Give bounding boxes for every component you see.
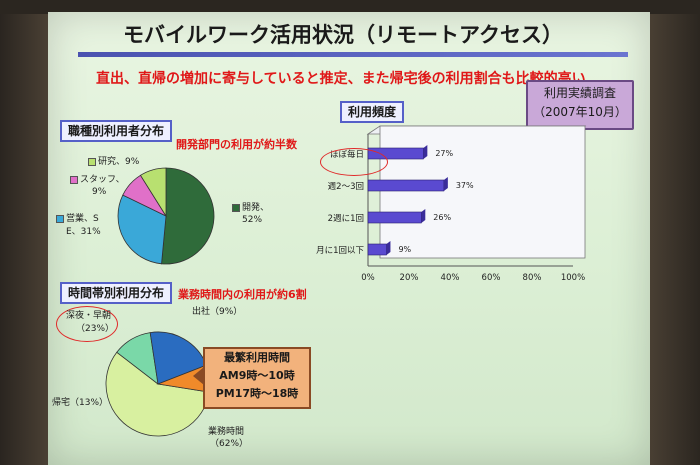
bar-side-1	[443, 177, 448, 191]
bar-x-tick-1: 20%	[400, 273, 419, 283]
bar-category-label-3: 月に1回以下	[316, 246, 364, 256]
night-label: 深夜・早朝	[66, 311, 112, 321]
bar-2	[367, 211, 422, 224]
bar-category-label-2: 2週に1回	[328, 214, 364, 224]
bar-1	[367, 179, 445, 192]
bar-value-label-3: 9%	[398, 245, 411, 254]
occupation-pie-chart	[117, 167, 215, 265]
occupation-section-label: 職種別利用者分布	[60, 120, 173, 142]
bar-side-2	[421, 209, 426, 223]
bar-side-0	[423, 145, 428, 159]
room-wall-right	[648, 0, 700, 465]
bar-3	[367, 243, 387, 256]
frequency-section-label: 利用頻度	[340, 101, 405, 123]
bar-value-label-1: 37%	[456, 181, 474, 190]
bar-x-tick-5: 100%	[561, 273, 585, 283]
survey-badge-line2: （2007年10月）	[533, 105, 627, 119]
commute-label: 出社（9%）	[192, 307, 243, 317]
slide-subtitle: 直出、直帰の増加に寄与していると推定、また帰宅後の利用割合も比較的高い	[96, 71, 586, 87]
bar-x-tick-4: 80%	[523, 273, 542, 283]
business-label: 業務時間	[208, 427, 245, 437]
bar-value-label-0: 27%	[435, 149, 453, 158]
peak-time-callout: 最繁利用時間 AM9時～10時 PM17時～18時	[203, 347, 311, 409]
sales-label: 営業、S	[56, 213, 99, 225]
title-underline	[78, 52, 628, 57]
survey-badge-line1: 利用実績調査	[543, 86, 616, 100]
home-label: 帰宅（13%）	[52, 398, 109, 408]
pie-slice-dev	[161, 167, 215, 265]
charts-canvas: ほぼ毎日 27%週2～3回 37%2週に1回 26%月に1回以下 9%0% 20% 40% 6…	[105, 125, 587, 437]
callout-line3: PM17時～18時	[215, 387, 299, 400]
staff-pct: 9%	[92, 187, 107, 197]
pie-slice-sales-se	[117, 194, 167, 265]
business-pct: （62%）	[210, 439, 249, 449]
research-label: 研究、9%	[88, 156, 139, 168]
timeslot-section-label: 時間帯別利用分布	[60, 282, 173, 304]
callout-line1: 最繁利用時間	[224, 351, 290, 364]
bar-x-tick-3: 60%	[482, 273, 501, 283]
night-pct: （23%）	[76, 324, 115, 334]
staff-label: スタッフ、	[70, 174, 125, 186]
slide-title: モバイルワーク活用状況（リモートアクセス）	[123, 23, 563, 47]
occupation-note: 開発部門の利用が約半数	[176, 138, 297, 151]
dev-label: 開発、	[232, 202, 269, 214]
bar-x-tick-2: 40%	[441, 273, 460, 283]
presentation-slide: モバイルワーク活用状況（リモートアクセス） 直出、直帰の増加に寄与していると推定…	[48, 12, 650, 465]
pie-slice-research	[139, 167, 167, 218]
dev-pct: 52%	[242, 215, 263, 225]
room-wall-left	[0, 0, 48, 465]
timeslot-pie-chart	[105, 331, 211, 437]
frequency-bar-chart: ほぼ毎日 27%週2～3回 37%2週に1回 26%月に1回以下 9%0% 20% 40% 6…	[316, 125, 587, 283]
bar-x-tick-0: 0%	[361, 273, 375, 283]
callout-pointer	[193, 367, 204, 385]
highlight-night-ellipse	[56, 306, 118, 342]
room-wall-top	[0, 0, 700, 14]
bar-category-label-1: 週2～3回	[328, 182, 364, 192]
highlight-daily-ellipse	[320, 148, 388, 176]
pie-slice-business-hours	[105, 351, 210, 437]
bar-value-label-2: 26%	[433, 213, 451, 222]
sales-pct: E、31%	[66, 227, 101, 237]
timeslot-note: 業務時間内の利用が約6割	[178, 288, 307, 301]
survey-badge: 利用実績調査 （2007年10月）	[526, 80, 634, 130]
callout-line2: AM9時～10時	[219, 369, 295, 382]
bar-plot-area	[379, 125, 586, 259]
bar-side-3	[386, 241, 391, 255]
